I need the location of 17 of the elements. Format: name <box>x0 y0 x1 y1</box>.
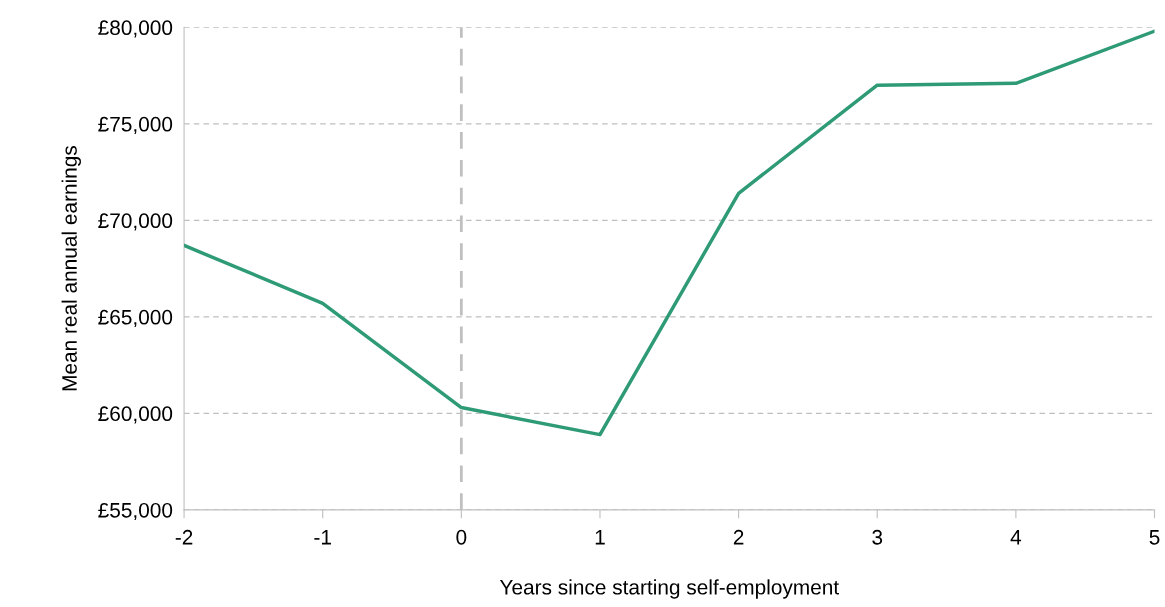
y-tick-label: £60,000 <box>98 406 173 424</box>
line-series <box>184 29 1155 437</box>
y-axis-title: Mean real annual earnings <box>61 145 81 391</box>
x-tick-label: -2 <box>175 529 193 545</box>
x-axis-title: Years since starting self-employment <box>499 579 839 599</box>
x-tick-label: 1 <box>595 530 605 545</box>
x-tick-label: -1 <box>314 530 331 545</box>
x-tick-label: 4 <box>1010 530 1022 545</box>
x-tick-label: 0 <box>456 529 467 545</box>
y-tick-label: £80,000 <box>98 20 173 38</box>
y-tick-label: £70,000 <box>98 213 173 231</box>
x-tick-label: 5 <box>1149 530 1160 545</box>
y-tick-label: £65,000 <box>98 309 173 328</box>
y-tick-label: £75,000 <box>98 116 173 135</box>
x-tick-label: 3 <box>872 529 883 545</box>
x-tick-label: 2 <box>733 529 744 545</box>
y-tick-label: £55,000 <box>98 502 173 521</box>
